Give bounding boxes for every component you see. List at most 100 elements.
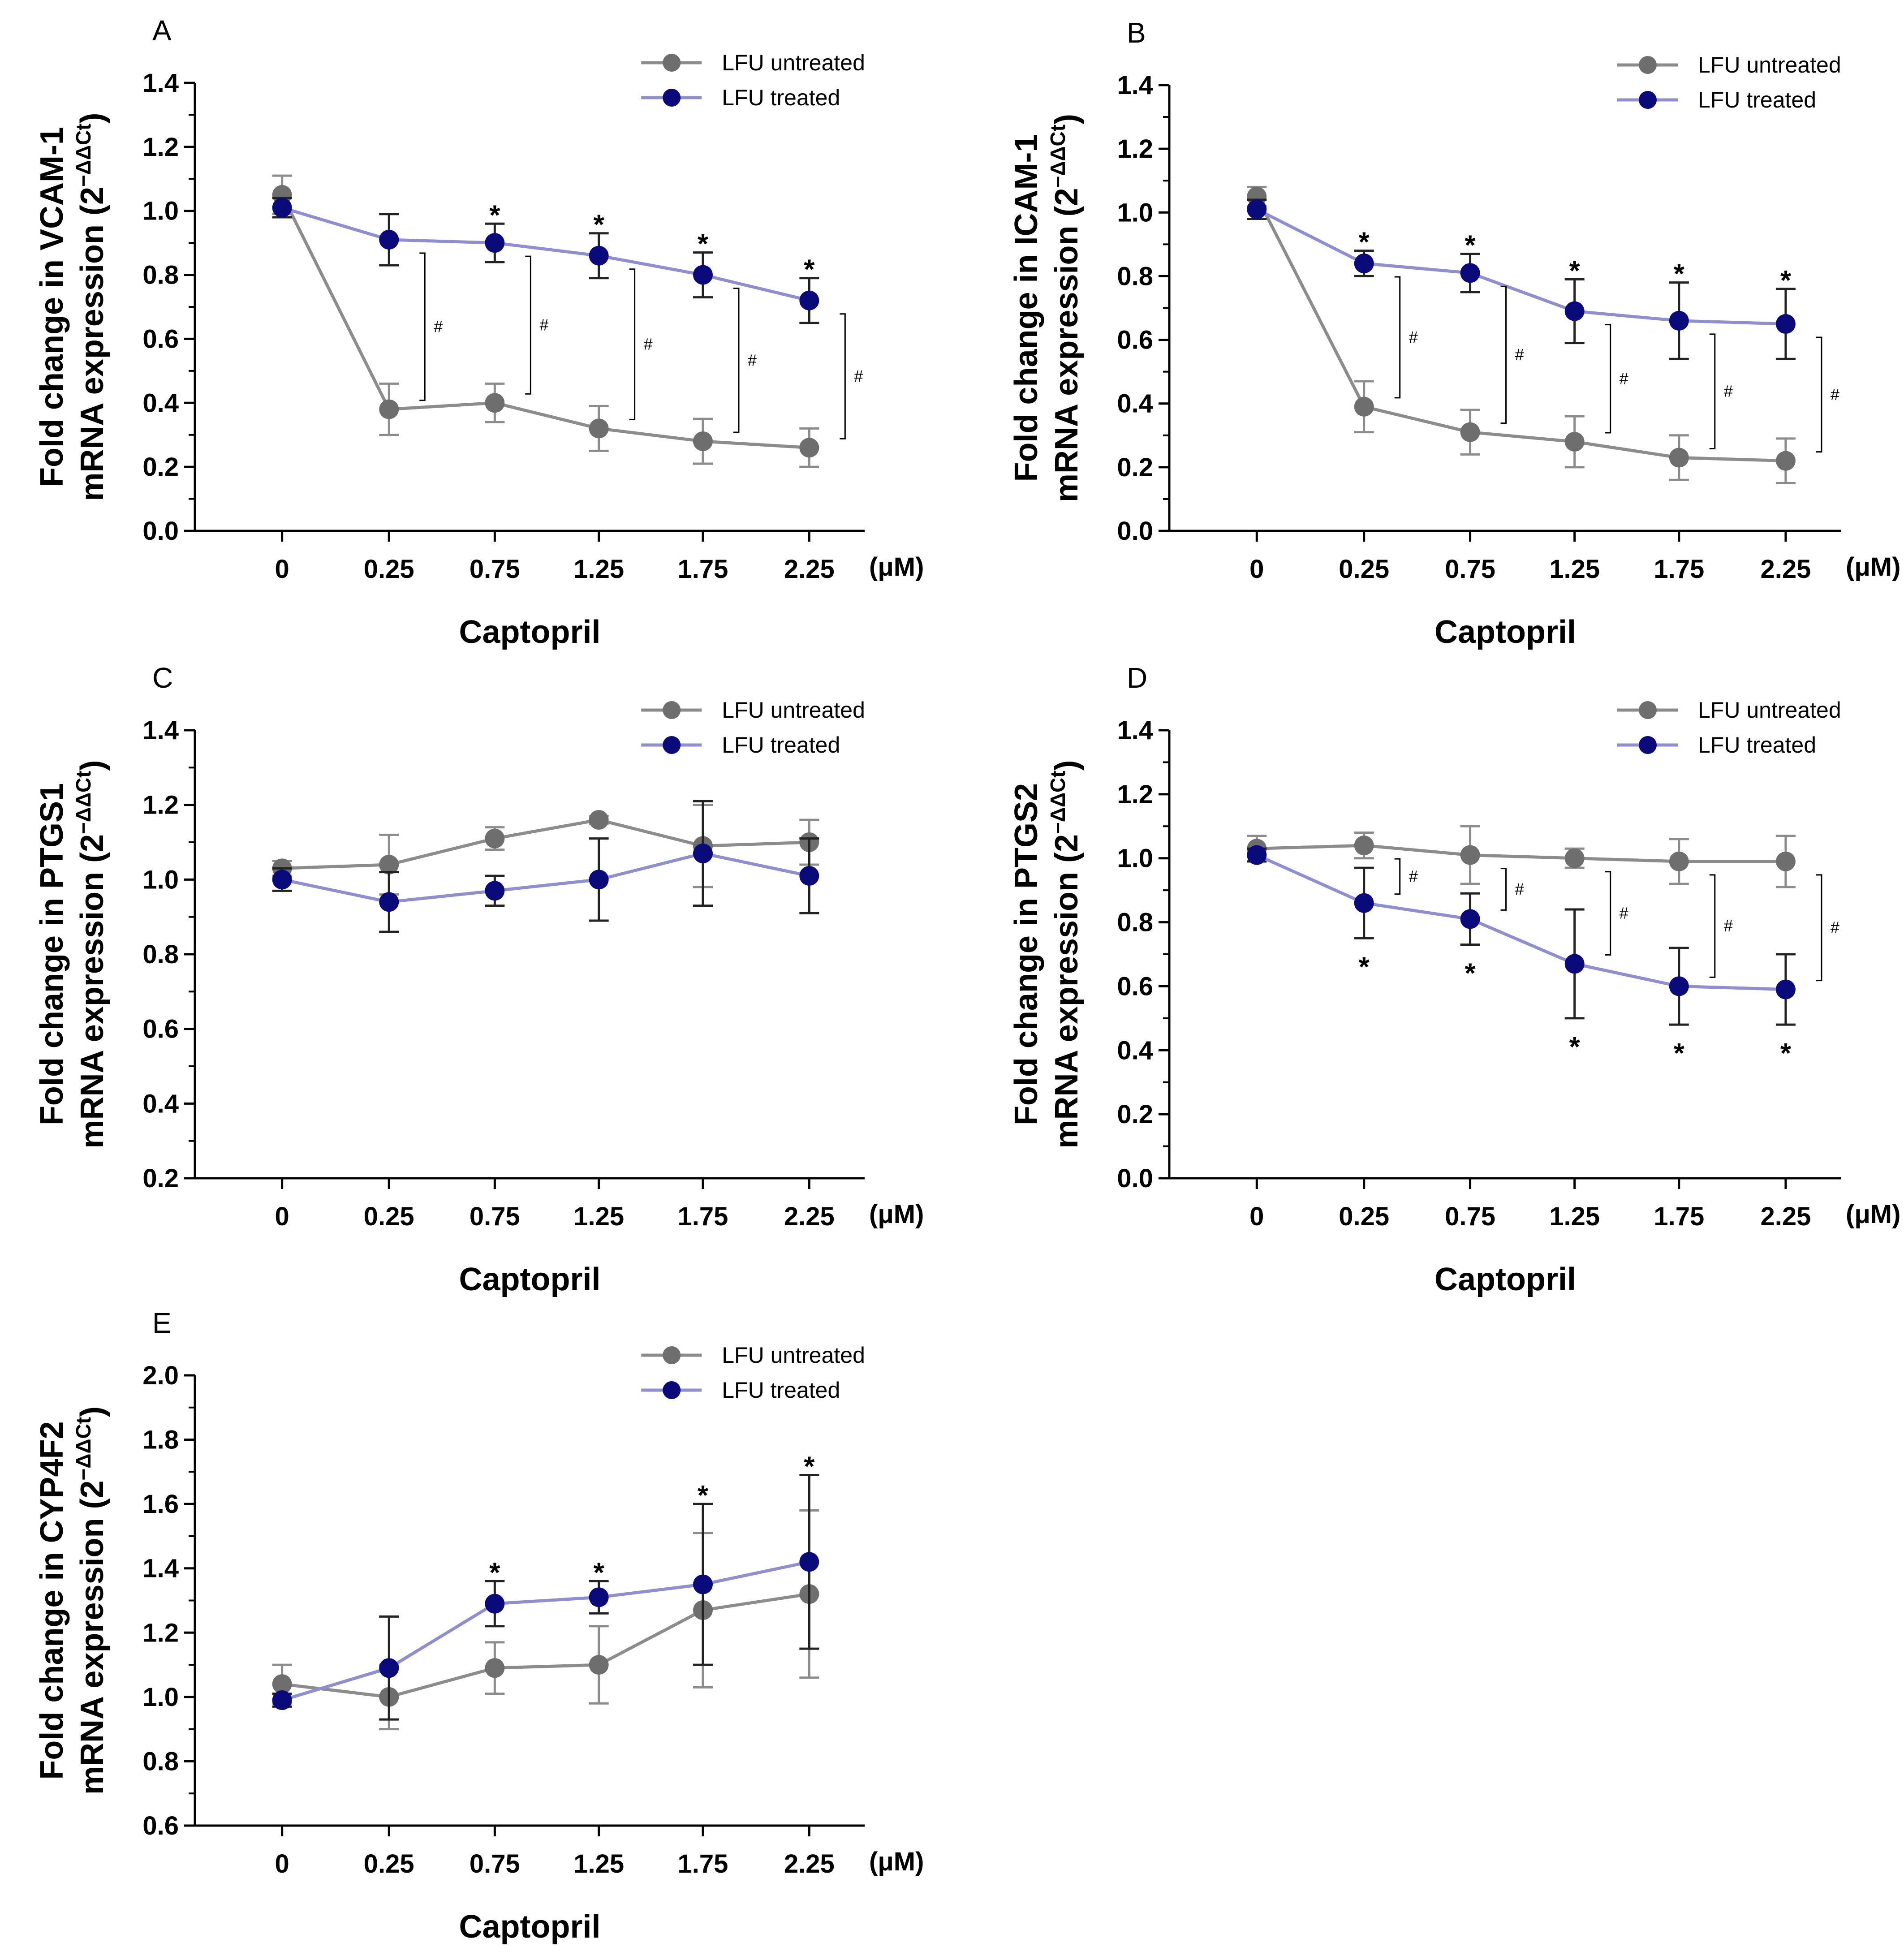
data-point [1564,848,1585,868]
significance-star: * [1569,256,1581,287]
y-axis-title-line2: mRNA expression (2−ΔΔCt) [72,760,110,1148]
y-axis-title-line1: Fold change in ICAM-1 [1008,134,1044,482]
legend-label: LFU untreated [722,1343,865,1368]
y-tick-label: 0.8 [1117,262,1153,291]
data-point [379,855,399,874]
data-point [379,892,399,912]
series-line [280,194,810,449]
series-lfu-treated [272,197,819,324]
x-unit-label: (μM) [869,1847,924,1876]
series-line [282,1592,810,1699]
x-tick-label: 0.75 [470,1849,520,1878]
significance-bracket [525,255,531,395]
series-line [281,852,810,904]
y-axis-title-superscript: −ΔΔCt [72,123,95,187]
y-axis-title-line1: Fold change in PTGS1 [34,783,70,1125]
y-tick-label: 1.0 [1117,198,1153,227]
x-tick-label: 2.25 [1760,555,1811,584]
significance-star: * [698,1480,709,1511]
significance-star: * [1674,259,1685,290]
x-tick-label: 0.25 [1339,1202,1389,1231]
significance-hash: # [748,351,757,369]
series-lfu-treated [1247,845,1796,1026]
y-axis-title-line2: mRNA expression (2−ΔΔCt) [72,1406,110,1795]
x-tick-label: 0 [275,1202,289,1231]
x-tick-label: 1.75 [1654,555,1704,584]
y-tick-label: 1.0 [1117,844,1153,873]
y-axis-title-main: mRNA expression (2 [1049,188,1085,502]
data-point [1460,845,1480,865]
significance-star: * [1465,958,1476,989]
data-point [1460,909,1480,929]
series-line [1256,853,1786,991]
legend-marker [663,1381,681,1399]
significance-hash: # [644,335,653,353]
series-line [1256,208,1786,326]
significance-hash: # [1409,328,1418,346]
y-axis-title-close: ) [74,1406,110,1417]
y-tick-label: 1.0 [142,865,179,894]
x-tick-label: 2.25 [784,555,835,584]
y-tick-label: 0.8 [142,940,179,969]
data-point [589,246,609,266]
panel-b: B 0.0 0.2 0.4 0.6 0.8 1.0 1.2 1.4 0 0.25 0.75 1.25 1.… [1008,17,1900,650]
y-tick-label: 1.0 [142,197,179,226]
significance-bracket [840,313,846,439]
y-axis-title-superscript: −ΔΔCt [72,1417,95,1481]
data-point [589,1587,609,1607]
series-line [1257,844,1786,863]
y-tick-label: 0.4 [1117,1036,1153,1065]
significance-star: * [1359,952,1370,982]
legend-marker [1639,91,1657,109]
series-lfu-treated [272,1474,819,1721]
y-axis-title-main: mRNA expression (2 [74,187,110,501]
data-point [485,1594,505,1614]
data-point [1354,396,1374,417]
data-point [589,870,609,890]
legend-label: LFU untreated [722,698,865,723]
data-point [379,230,399,250]
series-lfu-untreated [272,1509,819,1731]
significance-star: * [1465,230,1476,261]
data-point [1460,422,1480,442]
panel-e: E 0.6 0.8 1.0 1.2 1.4 1.6 1.8 2.0 0 0.25 0.75 1.25 1.… [34,1307,924,1945]
y-tick-label: 1.4 [142,716,179,745]
legend-label: LFU treated [722,732,840,758]
y-axis-title-main: mRNA expression (2 [74,834,110,1149]
significance-star: * [489,1557,500,1588]
data-point [1460,263,1480,283]
data-point [1669,448,1689,468]
panel-a: A 0.0 0.2 0.4 0.6 0.8 1.0 1.2 1.4 0 0.25 0.75 1.25 1.… [34,14,924,650]
y-tick-label: 0.2 [142,1164,179,1193]
data-point [1354,254,1374,273]
significance-hash: # [539,316,548,334]
y-tick-label: 0.6 [142,324,179,353]
panel-letter: D [1127,662,1147,694]
y-axis-title-superscript: −ΔΔCt [1046,125,1069,188]
significance-bracket [1605,324,1611,434]
data-point [379,1658,399,1678]
y-axis-title-line2: mRNA expression (2−ΔΔCt) [1046,114,1085,502]
significance-bracket [1816,874,1822,982]
significance-hash: # [1515,345,1524,364]
y-axis-title-line1: Fold change in VCAM-1 [34,127,70,487]
y-axis-title-line2: mRNA expression (2−ΔΔCt) [1046,760,1085,1148]
x-tick-label: 0.75 [1445,1202,1495,1231]
y-tick-label: 0.6 [1117,326,1153,355]
x-axis-title: Captopril [459,614,601,650]
y-tick-label: 0.6 [142,1811,179,1840]
data-point [589,418,609,439]
significance-star: * [1569,1032,1581,1063]
data-point [379,399,399,419]
y-tick-label: 0.0 [1117,1164,1153,1193]
legend-marker [663,54,681,72]
y-tick-label: 0.4 [142,388,179,418]
y-tick-label: 1.0 [142,1683,179,1712]
significance-star: * [804,1452,815,1482]
significance-star: * [804,254,815,285]
significance-hash: # [1515,880,1524,898]
significance-bracket [1500,868,1507,911]
y-axis-title-close: ) [1049,114,1085,125]
y-tick-label: 1.4 [142,1554,179,1583]
